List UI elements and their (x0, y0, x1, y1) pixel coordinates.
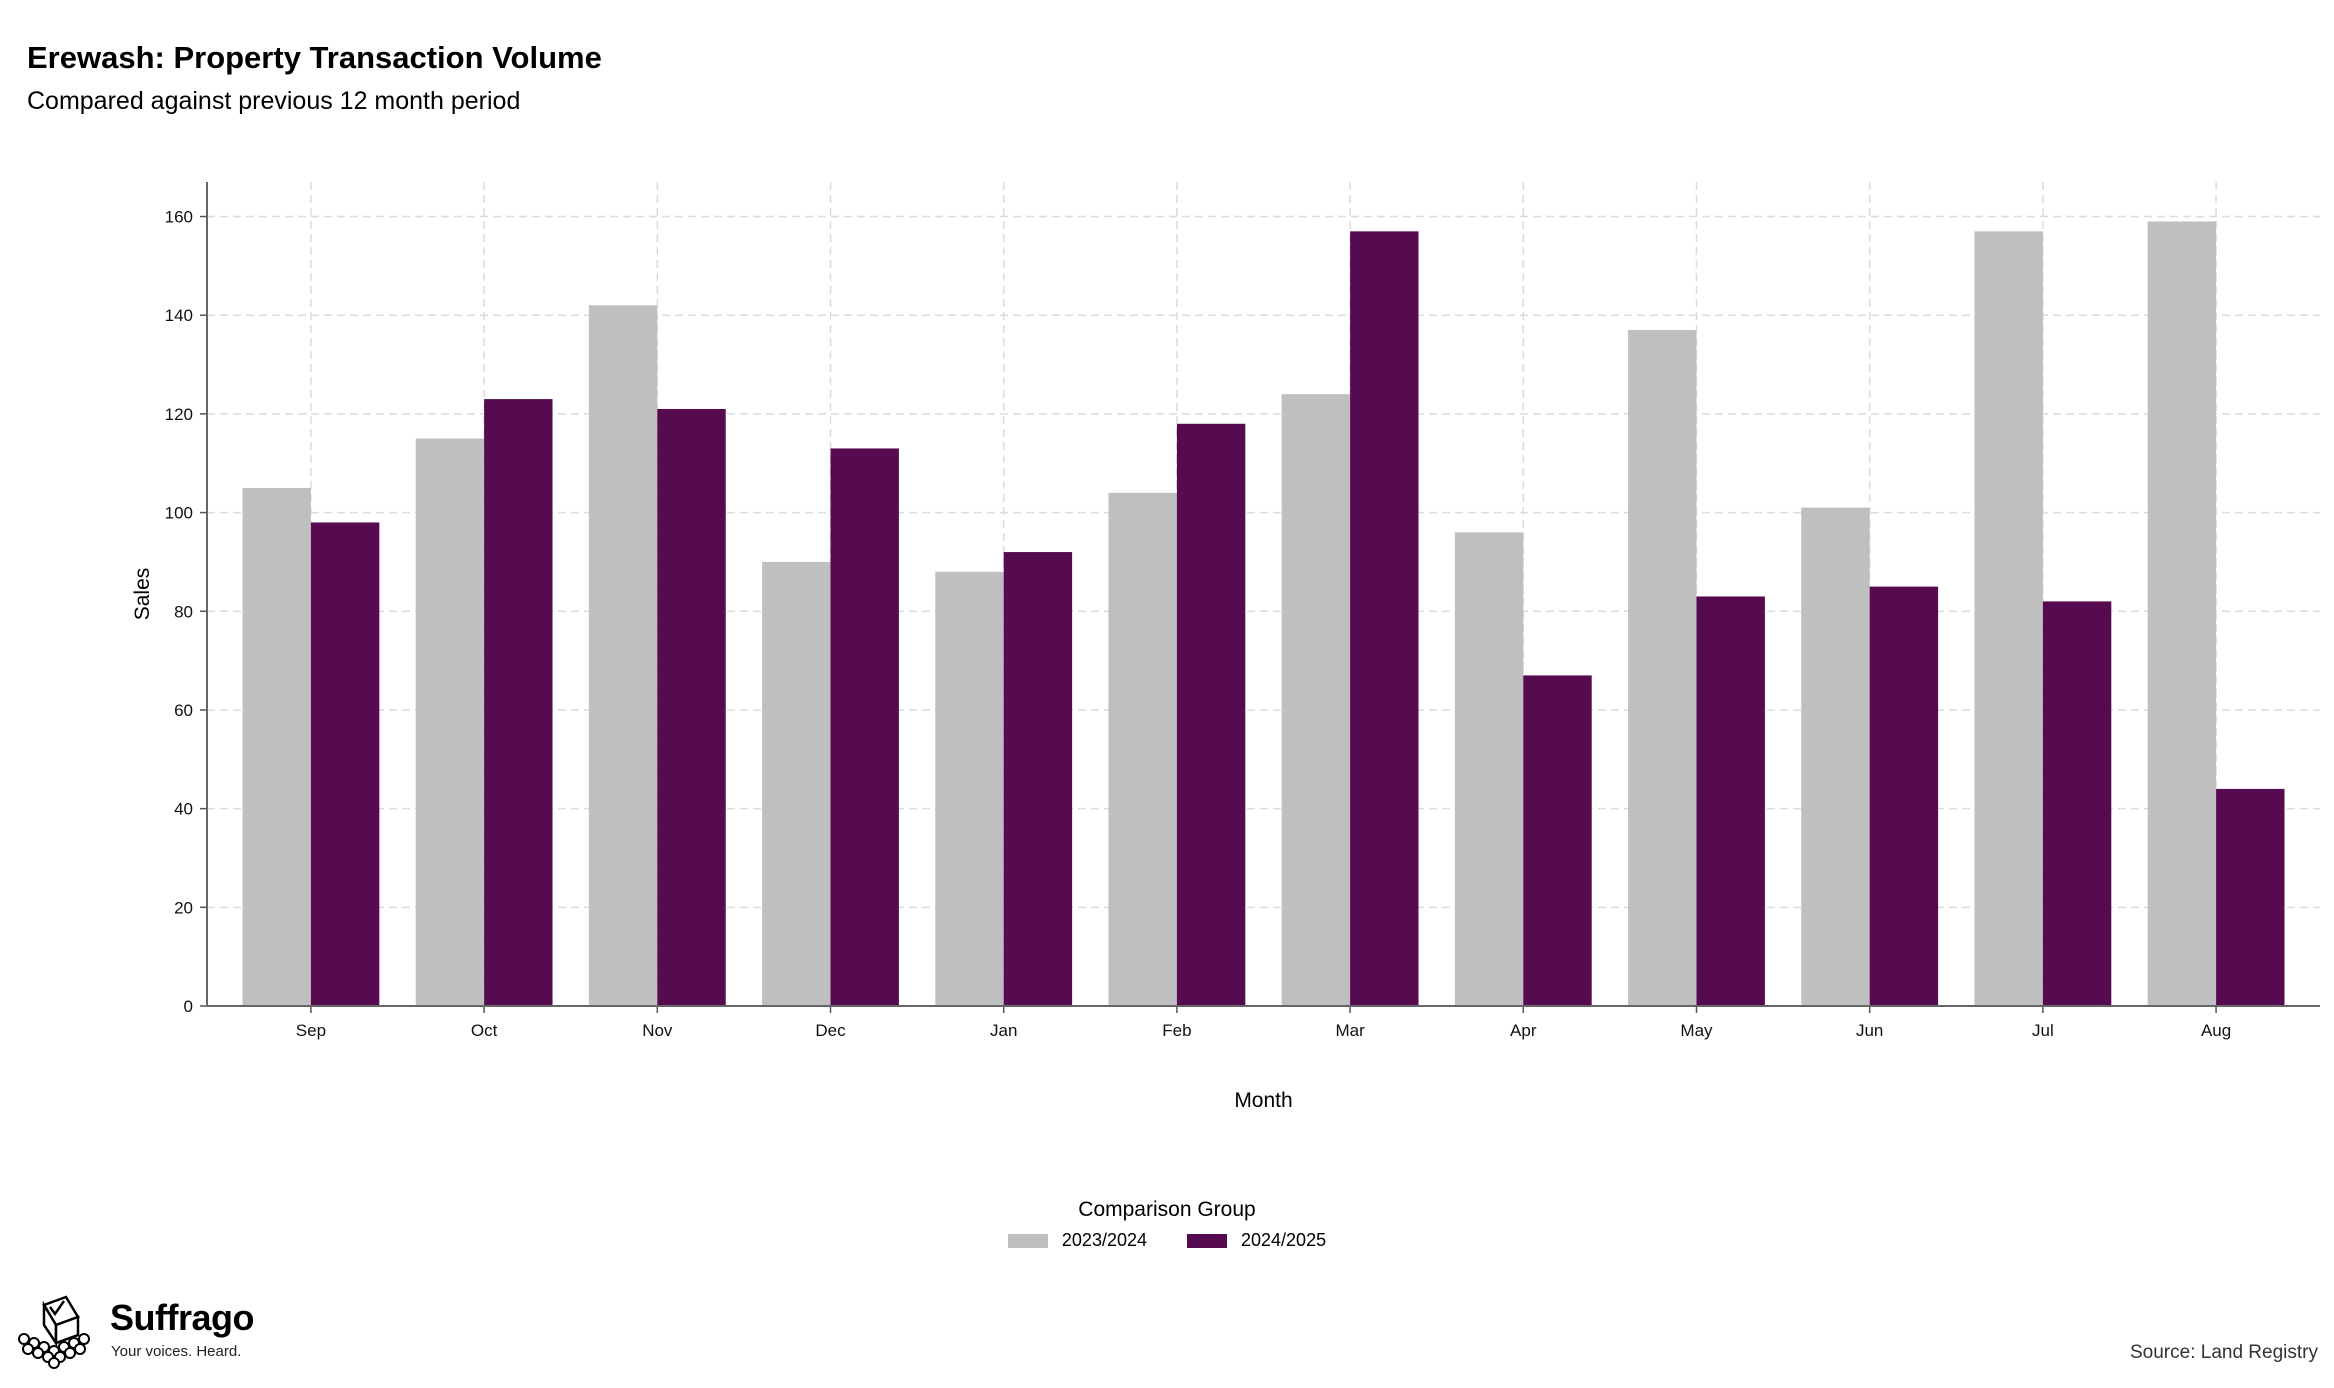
x-tick-label: Jul (2032, 1021, 2054, 1040)
source-note: Source: Land Registry (2130, 1342, 2318, 1363)
legend-swatch-2024-2025 (1187, 1233, 1227, 1248)
legend-label-2024-2025: 2024/2025 (1241, 1230, 1327, 1250)
y-tick-label: 0 (184, 997, 193, 1016)
y-axis-title: Sales (131, 568, 154, 621)
legend-title: Comparison Group (1078, 1198, 1256, 1221)
bar-2023-2024-jul (1974, 231, 2043, 1007)
bar-2024-2025-may (1696, 596, 1765, 1006)
x-tick-label: Apr (1510, 1021, 1537, 1040)
x-tick-label: Jun (1856, 1021, 1883, 1040)
bar-2023-2024-aug (2147, 221, 2217, 1007)
bars (242, 221, 2285, 1007)
x-tick-label: Aug (2201, 1021, 2231, 1040)
y-tick-label: 160 (165, 208, 193, 227)
x-tick-label: May (1680, 1021, 1713, 1040)
y-tick-label: 140 (165, 306, 193, 325)
bar-2024-2025-sep (310, 522, 380, 1006)
y-tick-label: 100 (165, 504, 193, 523)
bar-2023-2024-jun (1801, 507, 1870, 1006)
x-tick-label: Jan (990, 1021, 1017, 1040)
bar-2023-2024-oct (415, 438, 485, 1007)
x-tick-label: Sep (296, 1021, 326, 1040)
legend-swatch-2023-2024 (1007, 1233, 1048, 1248)
bar-2024-2025-oct (484, 399, 553, 1006)
y-tick-label: 60 (174, 701, 193, 720)
bar-2023-2024-jan (935, 571, 1004, 1006)
legend-label-2023-2024: 2023/2024 (1061, 1230, 1147, 1250)
x-tick-label: Nov (642, 1021, 673, 1040)
bar-2023-2024-apr (1454, 532, 1524, 1006)
x-tick-label: Feb (1162, 1021, 1191, 1040)
brand-logo: Suffrago Your voices. Heard. (14, 1295, 274, 1375)
bar-2024-2025-mar (1350, 231, 1419, 1007)
bar-2024-2025-dec (830, 448, 899, 1006)
brand-tagline: Your voices. Heard. (111, 1343, 242, 1360)
bar-2024-2025-aug (2216, 788, 2285, 1006)
brand-name: Suffrago (110, 1297, 255, 1338)
bar-2023-2024-dec (762, 561, 831, 1006)
bar-2023-2024-feb (1108, 492, 1177, 1006)
bar-2023-2024-nov (588, 305, 658, 1007)
x-tick-label: Mar (1335, 1021, 1365, 1040)
x-tick-label: Oct (471, 1021, 498, 1040)
chart-subtitle: Compared against previous 12 month perio… (27, 87, 521, 115)
x-axis-title: Month (1234, 1089, 1292, 1112)
legend: Comparison Group 2023/2024 2024/2025 (0, 1198, 2334, 1253)
bar-chart: 0 20 40 60 80 100 120 140 160 Sep Oct Nov Dec Jan Feb M… (131, 182, 2320, 1112)
bar-2023-2024-sep (242, 487, 311, 1007)
axes: 0 20 40 60 80 100 120 140 160 Sep Oct Nov Dec Jan Feb M… (165, 182, 2320, 1040)
y-tick-label: 80 (174, 602, 193, 621)
bar-2024-2025-jul (2042, 601, 2112, 1006)
y-tick-label: 20 (174, 898, 193, 917)
ballot-box-icon (18, 1295, 90, 1369)
bar-2024-2025-jun (1869, 586, 1939, 1006)
bar-2023-2024-may (1628, 330, 1697, 1007)
bar-2024-2025-feb (1176, 423, 1246, 1006)
legend-item-2024-2025: 2024/2025 (1187, 1230, 1326, 1251)
bar-2024-2025-apr (1523, 675, 1592, 1006)
bar-2024-2025-jan (1003, 552, 1073, 1006)
y-tick-label: 120 (165, 405, 193, 424)
x-tick-label: Dec (815, 1021, 846, 1040)
chart-title: Erewash: Property Transaction Volume (27, 40, 602, 75)
bar-2023-2024-mar (1281, 394, 1351, 1006)
legend-items: 2023/2024 2024/2025 (1007, 1230, 1326, 1251)
legend-item-2023-2024: 2023/2024 (1007, 1230, 1147, 1251)
bar-2024-2025-nov (657, 408, 726, 1006)
y-tick-label: 40 (174, 800, 193, 819)
